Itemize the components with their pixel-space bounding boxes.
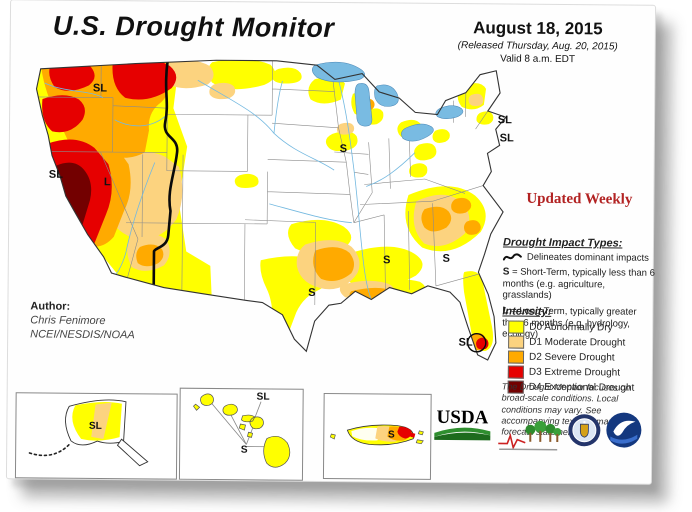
impact-delineation-line	[152, 59, 179, 298]
puerto-rico-inset: S	[322, 392, 432, 480]
pr-small-islands	[329, 430, 424, 445]
short-term-text: = Short-Term, typically less than 6 mont…	[502, 266, 655, 301]
d1-swatch	[508, 335, 525, 349]
alaska-label: SL	[89, 421, 102, 432]
hawaii-south-label: S	[241, 445, 248, 456]
d2-region	[40, 59, 487, 351]
d3-region	[38, 58, 489, 350]
hawaii-map: SL S	[193, 392, 291, 468]
usda-wordmark: USDA	[436, 406, 489, 429]
florida-impact-outline	[466, 332, 487, 353]
impact-types-title: Drought Impact Types:	[502, 236, 623, 250]
legend-row-d1: D1 Moderate Drought	[508, 335, 656, 350]
delineates-row: Delineates dominant impacts	[502, 251, 657, 264]
hawaii-inset: SL S	[178, 387, 304, 481]
puerto-rico-map: S	[329, 424, 424, 446]
map-label-iowa: S	[340, 143, 347, 155]
author-org: NCEI/NESDIS/NOAA	[30, 327, 135, 341]
ndmc-logo-icon	[498, 420, 562, 451]
pr-d3	[397, 426, 416, 439]
impact-line-icon	[502, 252, 522, 261]
usda-swoosh-icon	[434, 427, 491, 441]
legend-row-d2: D2 Severe Drought	[507, 350, 656, 365]
great-lakes	[312, 61, 464, 142]
author-label: Author:	[30, 300, 71, 313]
hawaii-north-label: SL	[257, 392, 270, 403]
conus-drought-map: SL SL L S S S S SL SL SL	[34, 58, 514, 361]
drought-monitor-page: U.S. Drought Monitor August 18, 2015 (Re…	[5, 0, 657, 485]
map-label-newengland-2: SL	[500, 132, 514, 144]
puerto-rico-label: S	[388, 430, 395, 441]
release-note: (Released Thursday, Aug. 20, 2015)	[457, 40, 618, 53]
intensity-title: Intensity:	[502, 305, 552, 318]
short-term-letter: S	[502, 266, 510, 278]
alaska-inset: SL	[14, 392, 178, 480]
alaska-map: SL	[27, 399, 149, 467]
map-label-oregon: SL	[93, 82, 107, 94]
alaska-panhandle	[116, 438, 149, 467]
d0-swatch	[508, 320, 525, 334]
author-block: Author: Chris Fenimore NCEI/NESDIS/NOAA	[30, 300, 135, 342]
map-label-southeast: S	[442, 253, 449, 265]
map-label-texas: S	[308, 287, 315, 299]
page-title: U.S. Drought Monitor	[52, 10, 335, 44]
delineates-text: Delineates dominant impacts	[526, 251, 649, 264]
map-label-alabama: S	[383, 254, 390, 266]
d3-label: D3 Extreme Drought	[528, 366, 621, 379]
usda-logo: USDA	[431, 406, 493, 442]
author-name: Chris Fenimore	[30, 314, 106, 327]
d0-label: D0 Abnormally Dry	[529, 321, 613, 334]
rivers	[44, 79, 416, 300]
d2-swatch	[507, 350, 525, 364]
doc-seal-icon	[568, 414, 601, 447]
alaska-d1	[91, 402, 112, 440]
legend-row-d3: D3 Extreme Drought	[507, 365, 656, 380]
hawaii-islands	[193, 393, 291, 468]
d1-region	[103, 60, 484, 299]
d1-label: D1 Moderate Drought	[529, 336, 626, 349]
pr-pale-area	[351, 427, 382, 441]
d2-label: D2 Severe Drought	[528, 351, 615, 364]
noaa-logo-icon	[606, 412, 642, 448]
updated-weekly-note: Updated Weekly	[526, 190, 633, 208]
impact-types-legend: Drought Impact Types: Delineates dominan…	[502, 237, 657, 347]
state-boundaries	[36, 60, 489, 306]
map-label-florida: SL	[459, 337, 473, 349]
d3-swatch	[507, 365, 524, 379]
map-date: August 18, 2015	[473, 18, 603, 39]
us-coastline	[35, 59, 507, 361]
map-label-california: SL	[49, 169, 63, 181]
map-label-newengland-1: SL	[498, 114, 512, 126]
short-term-definition: S = Short-Term, typically less than 6 mo…	[502, 267, 656, 303]
map-label-nevada: L	[104, 176, 111, 188]
aleutian-islands	[27, 444, 70, 457]
legend-row-d0: D0 Abnormally Dry	[508, 320, 656, 335]
